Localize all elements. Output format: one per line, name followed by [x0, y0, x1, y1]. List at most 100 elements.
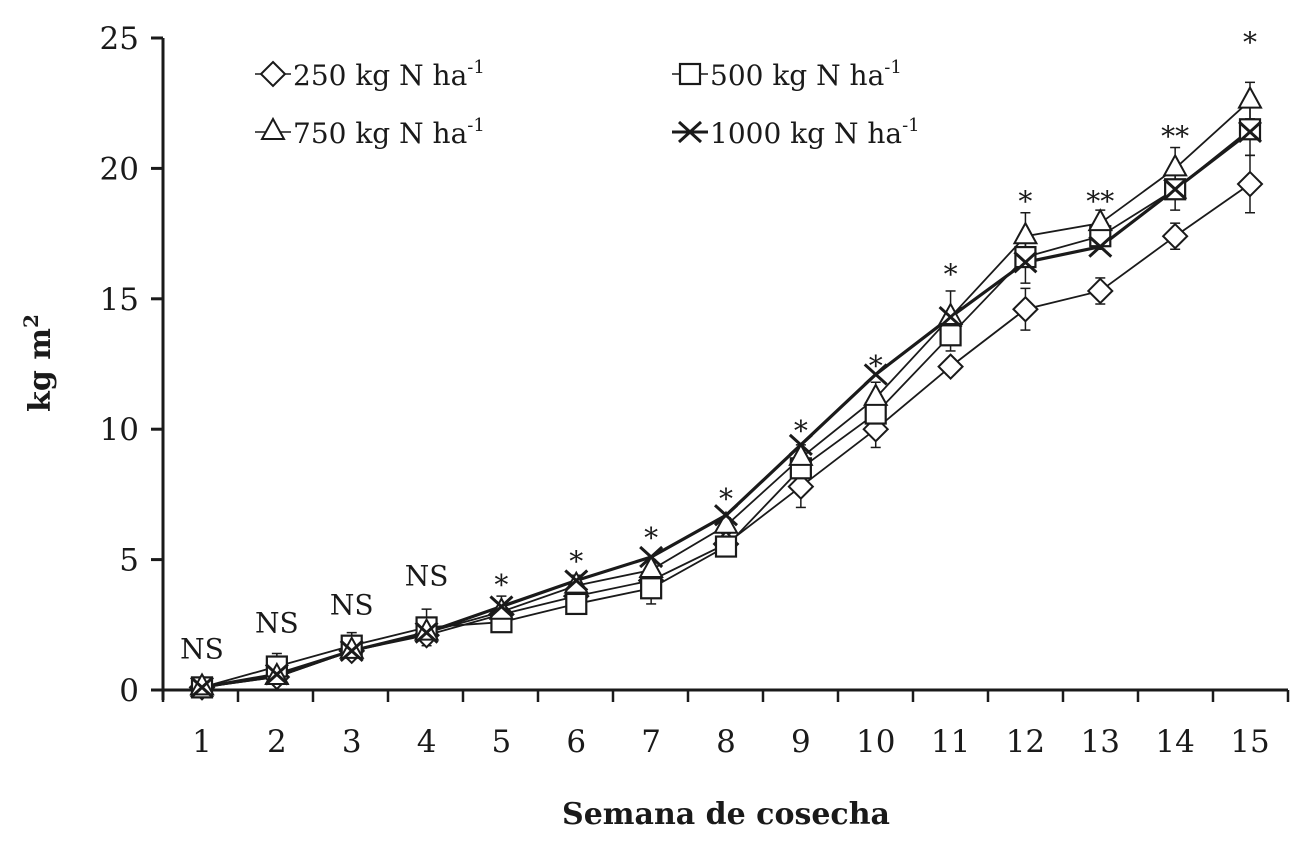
cross-marker-stroke [264, 663, 289, 686]
x-tick-label: 11 [931, 724, 970, 760]
x-tick-label: 5 [492, 724, 512, 760]
x-tick-label: 8 [716, 724, 736, 760]
square-marker-shape [714, 535, 738, 558]
triangle-point [863, 382, 889, 406]
triangle-point [788, 442, 814, 466]
y-tick-label: 5 [119, 543, 139, 579]
significance-label: NS [330, 588, 374, 621]
triangle-marker-shape [863, 382, 889, 406]
significance-label: * [644, 522, 658, 555]
triangle-point [488, 596, 515, 620]
markers-triangle [189, 85, 1263, 696]
y-tick-label: 20 [100, 151, 139, 187]
triangle-marker-shape [788, 442, 814, 466]
triangle-marker-shape [563, 570, 589, 594]
significance-label: * [494, 568, 508, 601]
square-marker-shape [565, 592, 588, 616]
legend-label-text: 1000 kg N ha [710, 117, 902, 150]
legend-label-sup: -1 [467, 115, 485, 136]
cross-marker-stroke [1237, 120, 1263, 143]
legend-square-icon [678, 62, 702, 86]
legend-label: 500 kg N ha-1 [710, 57, 902, 92]
x-tick-label: 3 [342, 724, 362, 760]
diamond-point [1236, 170, 1264, 198]
x-tick-label: 13 [1081, 724, 1120, 760]
diamond-marker-shape [259, 60, 287, 88]
legend-item: 500 kg N ha-1 [672, 57, 902, 92]
diamond-marker-shape [937, 353, 964, 381]
square-point [1014, 245, 1037, 269]
cross-marker-stroke [639, 545, 664, 569]
triangle-marker-shape [937, 301, 964, 326]
cross-marker-stroke [564, 569, 589, 592]
triangle-point [1162, 153, 1188, 177]
cross-marker-stroke [863, 363, 888, 386]
cross-point [788, 433, 813, 456]
y-tick-label: 15 [100, 282, 139, 318]
square-point [864, 402, 887, 425]
x-tick-label: 1 [192, 724, 212, 760]
markers-cross [189, 120, 1263, 699]
diamond-point [1012, 295, 1039, 323]
cross-point [863, 363, 888, 386]
x-tick-label: 2 [267, 724, 287, 760]
diamond-point [1161, 222, 1189, 250]
x-tick-label: 4 [417, 724, 437, 760]
legend-label-text: 750 kg N ha [293, 117, 467, 150]
square-marker-shape [864, 402, 887, 425]
x-ticks: 1 2 3 4 5 6 7 8 9 10 11 12 13 14 15 [161, 690, 1290, 760]
square-marker-shape [1238, 118, 1262, 141]
triangle-marker-shape [1162, 153, 1188, 177]
cross-marker-stroke [788, 433, 813, 456]
square-point [640, 577, 663, 600]
cross-point [414, 621, 439, 644]
square-marker-shape [678, 62, 702, 86]
significance-label: NS [180, 633, 224, 666]
triangle-point [713, 510, 739, 534]
cross-marker-stroke [339, 639, 364, 662]
square-marker-shape [939, 324, 962, 347]
cross-marker-stroke [489, 595, 514, 618]
y-tick-label: 10 [100, 412, 139, 448]
x-tick-label: 12 [1006, 724, 1045, 760]
cross-point [1013, 251, 1038, 274]
diamond-marker-shape [1086, 277, 1114, 305]
legend-triangle-icon [260, 116, 286, 140]
y-ticks: 0 5 10 15 20 25 [100, 21, 163, 709]
square-point [939, 324, 962, 347]
legend-diamond-icon [259, 60, 287, 88]
triangle-point [1012, 221, 1039, 245]
significance-label: * [944, 258, 958, 291]
significance-label: NS [405, 560, 449, 593]
significance-label: * [569, 545, 583, 578]
legend-label: 750 kg N ha-1 [293, 115, 485, 150]
cross-point [938, 305, 963, 329]
cross-marker-stroke [713, 504, 739, 527]
legend-label-sup: -1 [467, 57, 485, 78]
significance-label: ** [1086, 185, 1114, 218]
cross-point [639, 545, 664, 569]
cross-point [564, 569, 589, 592]
diamond-marker-shape [1236, 170, 1264, 198]
legend-item: 1000 kg N ha-1 [672, 115, 920, 150]
triangle-marker-shape [713, 510, 739, 534]
cross-point [339, 639, 364, 662]
significance-label: NS [255, 607, 299, 640]
cross-marker-stroke [677, 120, 703, 144]
x-tick-label: 9 [791, 724, 811, 760]
cross-marker-stroke [1163, 178, 1188, 201]
cross-marker-stroke [1013, 251, 1038, 274]
cross-point [713, 504, 739, 527]
significance-label: ** [1161, 120, 1189, 153]
triangle-marker-shape [1012, 221, 1039, 245]
significance-label: * [1243, 26, 1257, 59]
diamond-marker-shape [787, 473, 815, 500]
legend-item: 250 kg N ha-1 [255, 57, 485, 92]
x-tick-label: 14 [1155, 724, 1194, 760]
y-axis-title-text: kg m [23, 328, 58, 412]
legend-label-text: 500 kg N ha [710, 59, 884, 92]
x-tick-label: 10 [856, 724, 895, 760]
